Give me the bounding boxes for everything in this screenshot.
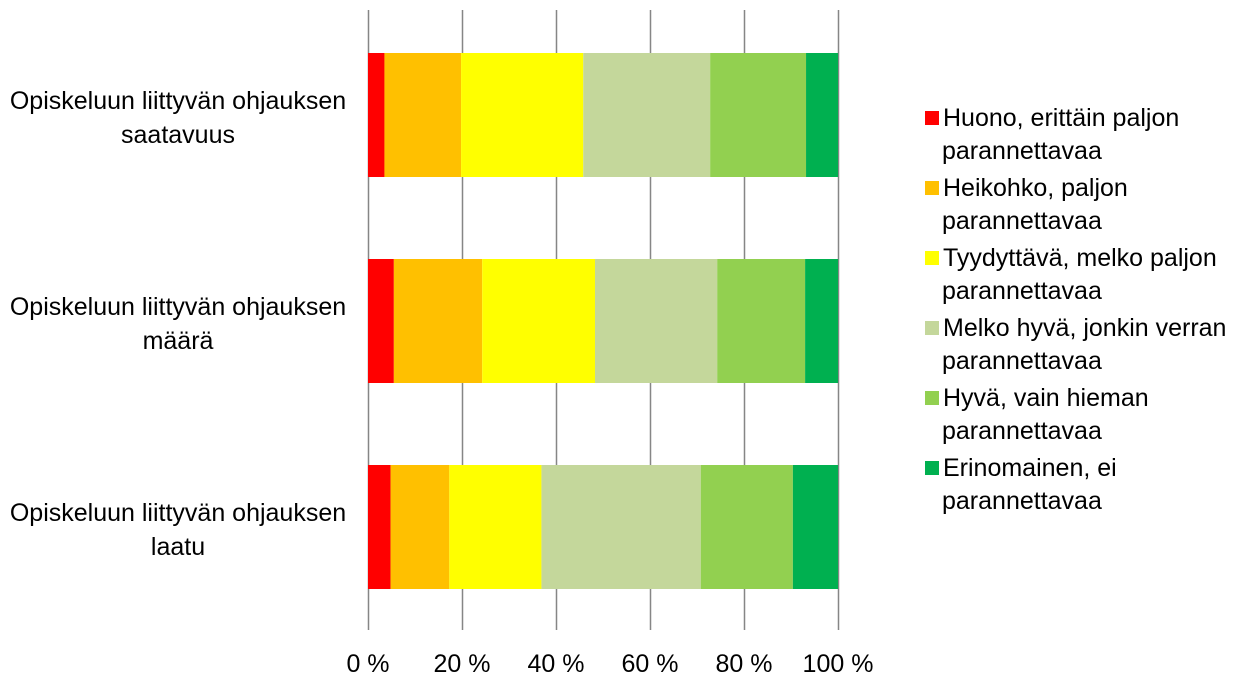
bar-segment xyxy=(368,53,385,177)
category-label: Opiskeluun liittyvän ohjauksen määrä xyxy=(10,293,346,355)
legend-label: Heikohko, paljon parannettavaa xyxy=(942,174,1128,235)
legend: Huono, erittäin paljon parannettavaa Heiko… xyxy=(925,104,1226,515)
x-tick-label: 40 % xyxy=(528,650,585,677)
legend-swatch xyxy=(925,111,939,125)
x-axis-tick-labels: 0 % 20 % 40 % 60 % 80 % 100 % xyxy=(346,650,873,677)
bar-segment xyxy=(368,259,394,383)
legend-label: Huono, erittäin paljon parannettavaa xyxy=(942,104,1179,165)
bar-segment xyxy=(390,465,450,589)
bar-segment xyxy=(461,53,584,177)
legend-label: Tyydyttävä, melko paljon parannettavaa xyxy=(942,244,1217,305)
bar-segment xyxy=(393,259,483,383)
x-tick-label: 0 % xyxy=(346,650,389,677)
bar-segment xyxy=(541,465,701,589)
bar-segment xyxy=(384,53,462,177)
bar-segment xyxy=(792,465,838,589)
legend-swatch xyxy=(925,181,939,195)
category-label: Opiskeluun liittyvän ohjauksen saatavuus xyxy=(10,87,346,149)
bar-segment xyxy=(700,465,793,589)
bar-segment xyxy=(482,259,596,383)
bar-segment xyxy=(806,53,838,177)
legend-swatch xyxy=(925,321,939,335)
legend-label: Erinomainen, ei parannettavaa xyxy=(942,454,1117,515)
legend-label: Hyvä, vain hieman parannettavaa xyxy=(942,384,1149,445)
bar-segment xyxy=(595,259,718,383)
bar-segment xyxy=(710,53,807,177)
bar-segment xyxy=(583,53,711,177)
legend-label: Melko hyvä, jonkin verran parannettavaa xyxy=(942,314,1226,375)
legend-swatch xyxy=(925,391,939,405)
bar-segment xyxy=(717,259,806,383)
bar-segment xyxy=(368,465,391,589)
bars xyxy=(368,53,838,589)
bar-segment xyxy=(449,465,542,589)
bar-segment xyxy=(805,259,838,383)
category-labels: Opiskeluun liittyvän ohjauksen saatavuus O… xyxy=(10,87,346,561)
legend-swatch xyxy=(925,461,939,475)
x-tick-label: 80 % xyxy=(716,650,773,677)
legend-swatch xyxy=(925,251,939,265)
x-tick-label: 60 % xyxy=(622,650,679,677)
category-label: Opiskeluun liittyvän ohjauksen laatu xyxy=(10,499,346,561)
x-tick-label: 20 % xyxy=(434,650,491,677)
x-tick-label: 100 % xyxy=(803,650,874,677)
